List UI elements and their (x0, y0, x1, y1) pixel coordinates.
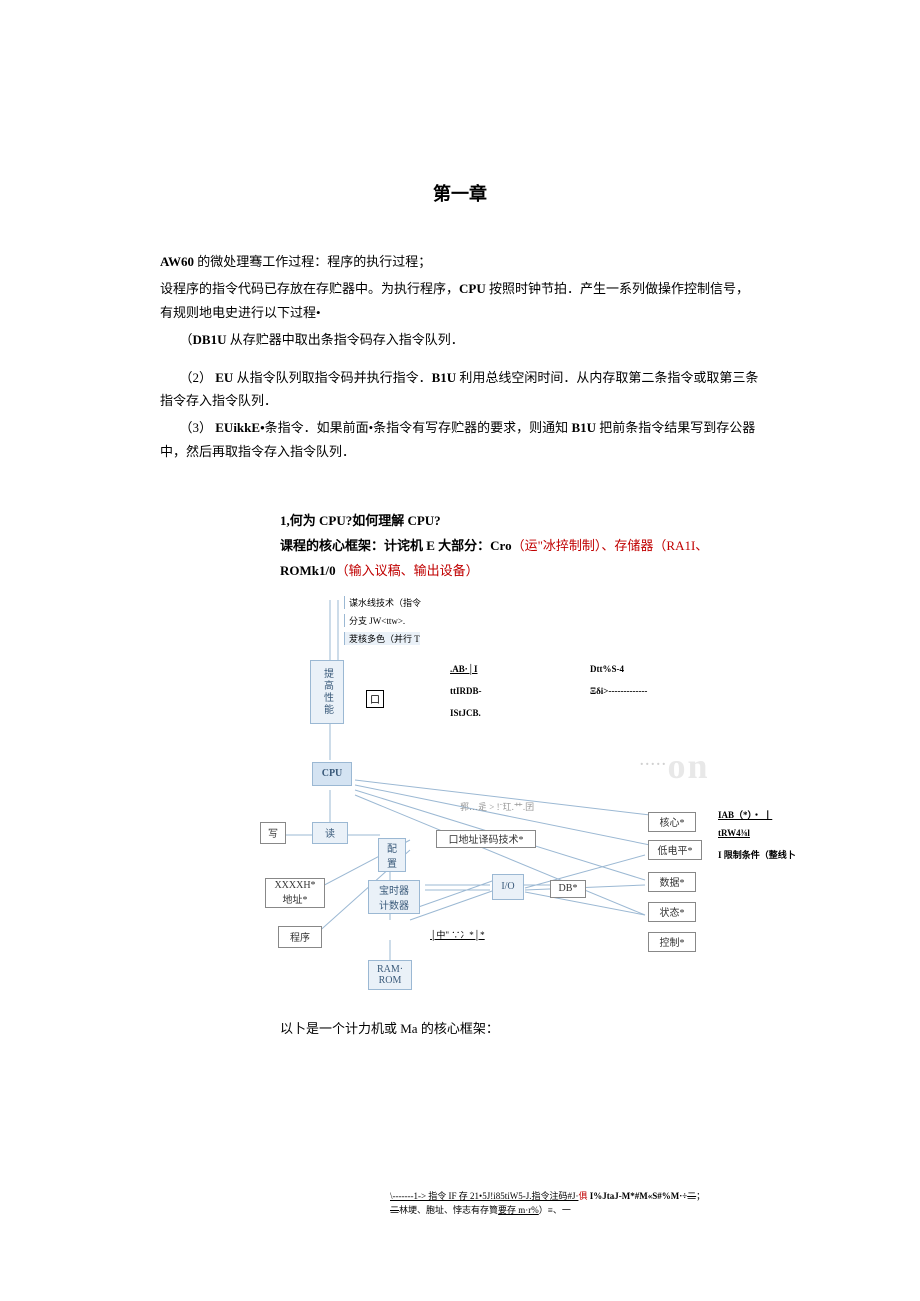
top-line-2: 茇核多色（并行 T (344, 632, 420, 645)
vert-perf-text: 提高性能 (320, 668, 335, 716)
p1-rest: 的微处理骞工作过程：程序的执行过程； (194, 254, 431, 269)
q2: 课程的核心框架：计诧机 E 大部分：Cro（运"冰捽制制）、存储器（RA1I、 (280, 536, 780, 557)
lbl-ab: .AB‧│I (450, 664, 478, 675)
node-xxxxh: XXXXH* 地址* (265, 878, 325, 908)
diagram-caption: 以卜是一个计力机或 Ma 的核心框架： (280, 1018, 780, 1037)
q1: 1,何为 CPU?如何理解 CPU? (280, 511, 780, 532)
node-lowlevel: 低电平* (648, 840, 702, 860)
watermark: .....on (640, 745, 710, 787)
node-ram: RAM· ROM (368, 960, 412, 990)
fn-d: 二 (687, 1191, 696, 1201)
p2-b: CPU (459, 281, 486, 296)
footnote: \-------1-> 指令 IF 存 21•5J!i85tiW5-J.指令注码… (390, 1190, 750, 1217)
p3-a: （DB1U (180, 332, 227, 347)
node-io: I/O (492, 874, 524, 900)
fn-i: ）≡、一 (539, 1205, 571, 1215)
fn-h: 要存 m·r% (498, 1205, 539, 1215)
chapter-title: 第一章 (160, 180, 760, 206)
lbl-ist: IStJCB. (450, 708, 481, 718)
para-2: 设程序的指令代码已存放在存贮器中。为执行程序，CPU 按照时钟节拍．产生一系列做… (160, 277, 760, 324)
fn-e: ； (696, 1191, 705, 1201)
node-cpu: CPU (312, 762, 352, 786)
top-line-0: 谋水线技术（指令 (344, 596, 421, 609)
small-hdr: 郛…辵 > !¨玒.艹.囝 (460, 800, 534, 813)
fn-f: 二 (390, 1205, 399, 1215)
diagram: 谋水线技术（指令 分支 JW<ttw>. 茇核多色（并行 T 提高性能 口 .A… (260, 590, 820, 1010)
node-vert-perf: 提高性能 (310, 660, 344, 724)
q3-b: （输入议稿、输出设备） (336, 563, 479, 578)
p3-b: 从存贮器中取出条指令码存入指令队列． (226, 332, 463, 347)
q2-b: （运"冰捽制制）、存储器（RA1I、 (512, 538, 709, 553)
node-read: 读 (312, 822, 348, 844)
lbl-limit: I 限制条件（整线卜 (718, 848, 808, 861)
p5-a: （3） (180, 420, 213, 435)
para-1: AW60 的微处理骞工作过程：程序的执行过程； (160, 250, 760, 273)
node-control: 控制* (648, 932, 696, 952)
p4-b: EU (215, 370, 233, 385)
p1-bold: AW60 (160, 254, 194, 269)
p4-a: （2） (180, 370, 213, 385)
node-db: DB* (550, 880, 586, 898)
p5-d: B1U (568, 420, 599, 435)
lbl-trw: tRW4⅜l (718, 828, 750, 838)
node-timer: 宝时器 计数器 (368, 880, 420, 914)
mid-txt: │中" ∵冫*│* (430, 928, 485, 941)
p2-a: 设程序的指令代码已存放在存贮器中。为执行程序， (160, 281, 459, 296)
p4-d: B1U (432, 370, 457, 385)
fn-c: I%JtaJ-M*#M«S#%M·÷ (587, 1191, 687, 1201)
q3-a: ROMk1/0 (280, 563, 336, 578)
node-data: 数据* (648, 872, 696, 892)
fn-g: 林埂、胞址、悖志有存簤 (399, 1205, 498, 1215)
p5-b: EUikkE• (215, 420, 264, 435)
lbl-dtt: Dtt%S-4 (590, 664, 624, 674)
para-3: （DB1U 从存贮器中取出条指令码存入指令队列． (160, 328, 760, 351)
node-addr-decode: 口地址译码技术* (436, 830, 536, 848)
node-core: 核心* (648, 812, 696, 832)
node-program: 程序 (278, 926, 322, 948)
para-4: （2） EU 从指令队列取指令码并执行指令．B1U 利用总线空闲时间．从内存取第… (160, 366, 760, 413)
q3: ROMk1/0（输入议稿、输出设备） (280, 561, 780, 582)
q2-a: 课程的核心框架：计诧机 E 大部分：Cro (280, 538, 512, 553)
lbl-iab: IAB（*）‧ 丨 (718, 808, 772, 821)
sq-icon: 口 (366, 690, 384, 708)
lbl-ttir: ttIRDB- (450, 686, 482, 696)
para-5: （3） EUikkE•条指令．如果前面•条指令有写存贮器的要求，则通知 B1U … (160, 416, 760, 463)
section-q: 1,何为 CPU?如何理解 CPU? 课程的核心框架：计诧机 E 大部分：Cro… (280, 511, 780, 1036)
fn-a: \-------1-> 指令 IF 存 21•5J!i85tiW5-J.指令注码… (390, 1191, 578, 1201)
p4-c: 从指令队列取指令码并执行指令． (233, 370, 431, 385)
node-config: 配置 (378, 838, 406, 872)
node-status: 状态* (648, 902, 696, 922)
p5-c: 条指令．如果前面•条指令有写存贮器的要求，则通知 (265, 420, 569, 435)
top-line-1: 分支 JW<ttw>. (344, 614, 405, 627)
node-write: 写 (260, 822, 286, 844)
lbl-edelta: Ξδi>------------- (590, 686, 647, 696)
diagram-lines (260, 590, 820, 1010)
